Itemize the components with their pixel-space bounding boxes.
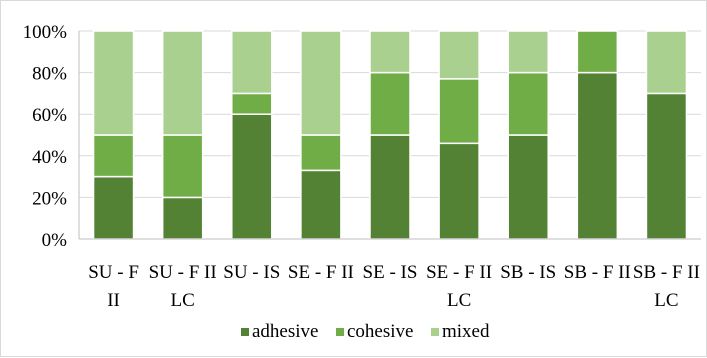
bar-segment-adhesive — [92, 175, 135, 240]
bar-segment-cohesive — [300, 134, 342, 172]
bar-segment-adhesive — [438, 142, 480, 240]
bar-segment-cohesive — [92, 134, 135, 178]
x-tick-label: II — [107, 290, 120, 311]
x-tick-label: SU - F II — [149, 262, 217, 283]
bar-segment-adhesive — [300, 169, 342, 240]
y-tick-label: 20% — [32, 188, 67, 209]
bar-segment-cohesive — [438, 78, 480, 145]
x-tick-label: SU - F — [88, 262, 139, 283]
bar-segment-mixed — [231, 30, 273, 95]
bar-segment-mixed — [507, 30, 549, 74]
bar-segment-cohesive — [576, 30, 619, 74]
x-tick-label: LC — [171, 290, 195, 311]
legend-swatch-mixed — [431, 328, 439, 336]
legend-label-mixed: mixed — [442, 321, 490, 342]
x-tick-label: SE - IS — [363, 262, 418, 283]
bar-segment-adhesive — [161, 196, 204, 240]
y-tick-label: 40% — [32, 147, 67, 168]
bar-segment-adhesive — [231, 113, 273, 240]
bar-segment-mixed — [300, 30, 342, 136]
legend-swatch-adhesive — [241, 328, 249, 336]
legend-label-adhesive: adhesive — [252, 321, 318, 342]
x-tick-label: SB - IS — [500, 262, 556, 283]
bar-segment-mixed — [645, 30, 688, 95]
y-tick-label: 80% — [32, 64, 67, 85]
x-tick-label: SE - F II — [426, 262, 492, 283]
x-tick-label: SE - F II — [288, 262, 354, 283]
bar-segment-mixed — [438, 30, 480, 80]
legend: adhesive cohesive mixed — [241, 321, 490, 342]
bar-segment-mixed — [92, 30, 135, 136]
y-tick-label: 100% — [23, 22, 68, 43]
bar-segment-mixed — [369, 30, 411, 74]
axes — [78, 31, 701, 240]
legend-label-cohesive: cohesive — [347, 321, 413, 342]
bar-segment-mixed — [161, 30, 204, 136]
bars — [92, 30, 688, 240]
x-tick-label: LC — [654, 290, 678, 311]
bar-segment-adhesive — [576, 71, 619, 240]
bar-segment-cohesive — [161, 134, 204, 199]
x-tick-label: LC — [447, 290, 471, 311]
legend-swatch-cohesive — [336, 328, 344, 336]
x-tick-label: SU - IS — [223, 262, 280, 283]
bar-segment-cohesive — [369, 71, 411, 136]
bar-segment-cohesive — [231, 92, 273, 115]
y-tick-label: 60% — [32, 105, 67, 126]
x-tick-label: SB - F II — [564, 262, 631, 283]
x-tick-label: SB - F II — [633, 262, 700, 283]
labels: 0% 20% 40% 60% 80% 100% SU - F II SU - F II LC SU … — [23, 22, 700, 311]
bar-segment-adhesive — [645, 92, 688, 240]
bar-segment-adhesive — [507, 134, 549, 240]
y-tick-label: 0% — [42, 230, 68, 251]
bar-segment-adhesive — [369, 134, 411, 240]
bar-segment-cohesive — [507, 71, 549, 136]
